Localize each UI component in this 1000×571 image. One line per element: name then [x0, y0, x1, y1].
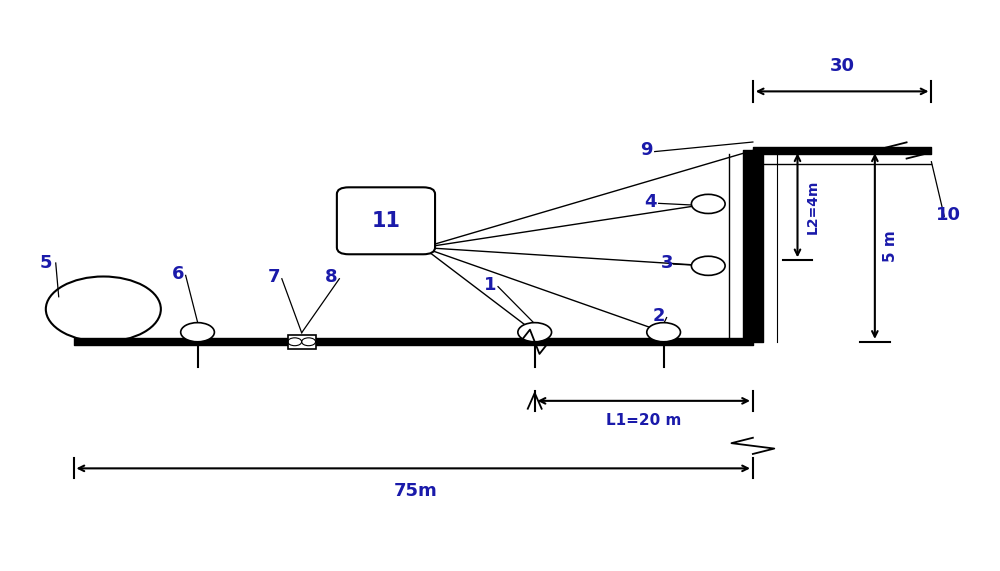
Text: 7: 7 [268, 268, 280, 286]
Circle shape [647, 323, 680, 342]
Text: 1: 1 [484, 276, 496, 295]
FancyBboxPatch shape [337, 187, 435, 254]
Text: 5: 5 [40, 254, 52, 272]
Text: L1=20 m: L1=20 m [606, 413, 681, 428]
Text: 3: 3 [660, 254, 673, 272]
Text: 75m: 75m [394, 482, 438, 500]
Circle shape [518, 323, 552, 342]
Text: L2=4m: L2=4m [805, 179, 819, 234]
Text: 4: 4 [644, 193, 657, 211]
Text: 30: 30 [830, 57, 855, 75]
Text: 8: 8 [325, 268, 338, 286]
Text: 10: 10 [936, 206, 961, 224]
Text: 9: 9 [641, 142, 653, 159]
Circle shape [181, 323, 214, 342]
Text: 5 m: 5 m [883, 230, 898, 262]
Circle shape [691, 256, 725, 275]
Text: 2: 2 [652, 307, 665, 325]
Text: 6: 6 [171, 266, 184, 283]
Bar [288, 335, 316, 348]
Text: 11: 11 [371, 211, 400, 231]
Circle shape [691, 194, 725, 214]
